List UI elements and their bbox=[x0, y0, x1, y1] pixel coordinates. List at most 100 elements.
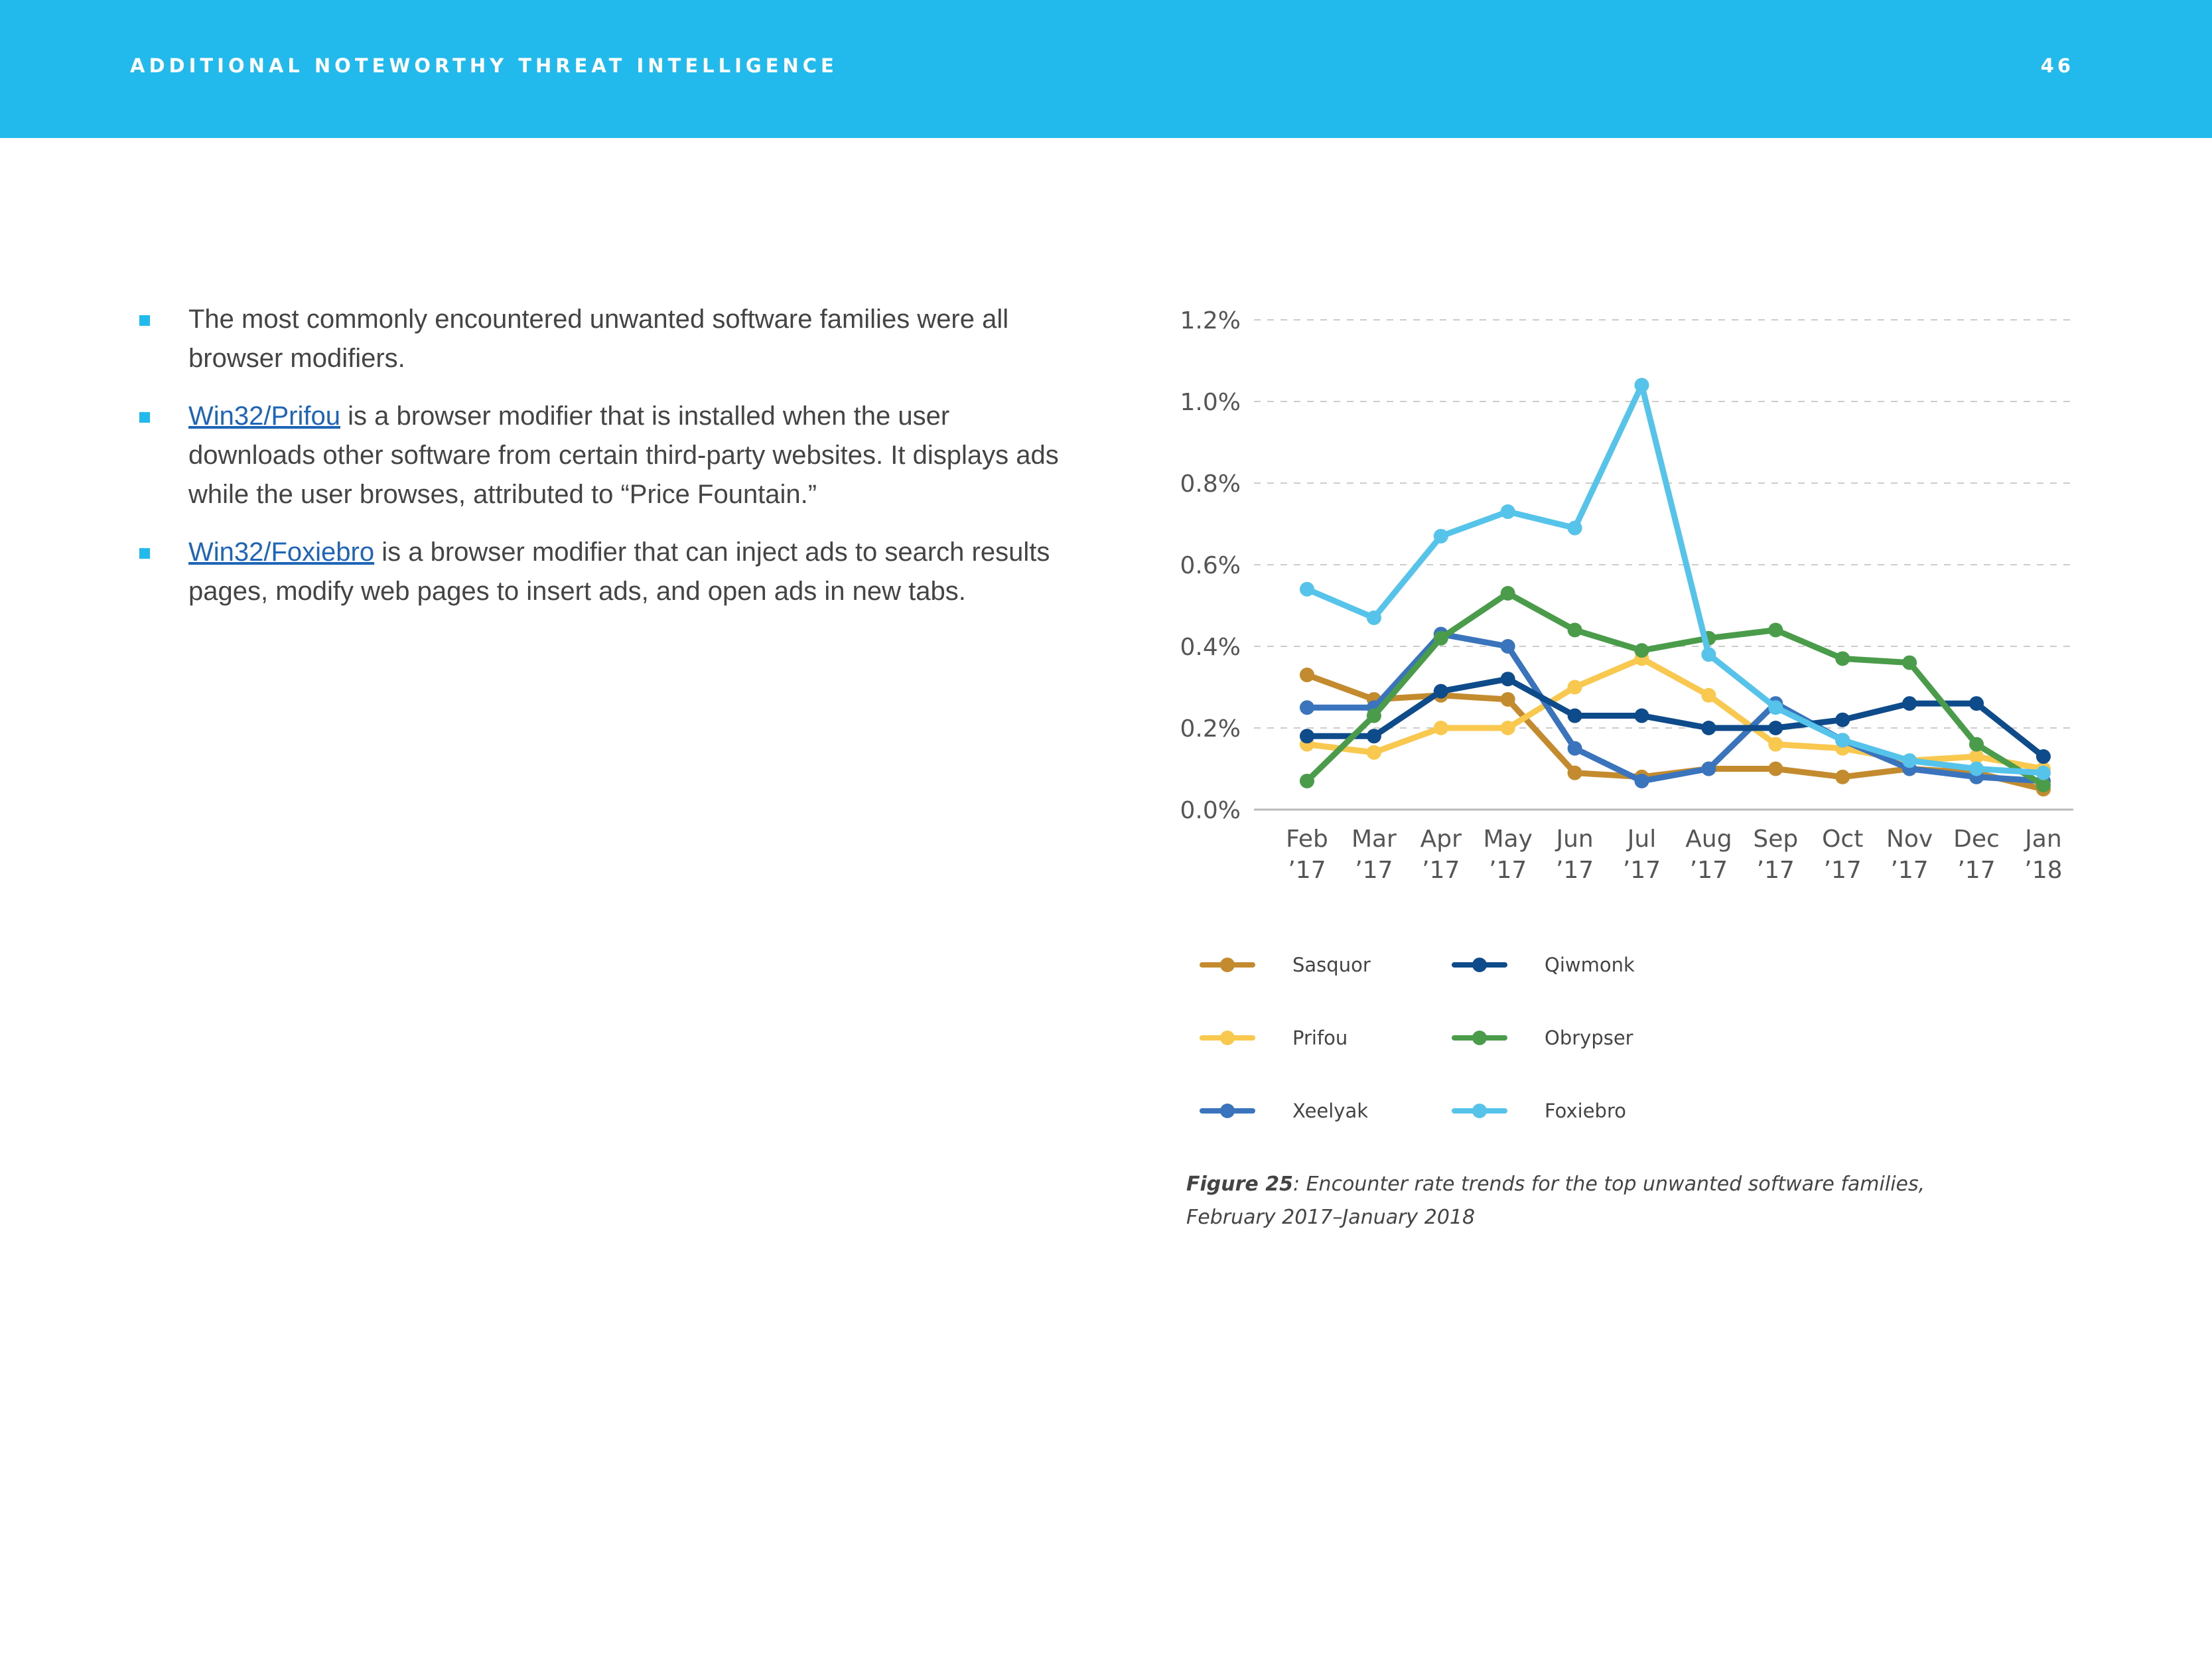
series-line-qiwmonk bbox=[1304, 676, 2047, 760]
data-point-qiwmonk bbox=[1902, 696, 1917, 711]
y-tick-label: 0.4% bbox=[1180, 634, 1241, 661]
legend-swatch-dot bbox=[1220, 1104, 1235, 1118]
prifou-link[interactable]: Win32/Prifou bbox=[188, 401, 340, 431]
legend-label: Prifou bbox=[1292, 1027, 1348, 1049]
y-tick-label: 0.0% bbox=[1180, 797, 1241, 824]
data-point-qiwmonk bbox=[1768, 721, 1783, 735]
legend-swatch-dot bbox=[1472, 1104, 1487, 1118]
foxiebro-link[interactable]: Win32/Foxiebro bbox=[188, 538, 375, 567]
x-tick-year-label: ’17 bbox=[1757, 857, 1795, 884]
x-tick-year-label: ’17 bbox=[1422, 857, 1460, 884]
data-point-obrypser bbox=[1768, 622, 1783, 638]
data-point-foxiebro bbox=[1634, 378, 1649, 393]
figure-caption-text: : Encounter rate trends for the top unwa… bbox=[1186, 1173, 1925, 1229]
x-tick-year-label: ’17 bbox=[1556, 857, 1594, 884]
x-tick-label: Dec bbox=[1953, 826, 2000, 853]
header-bar: ADDITIONAL NOTEWORTHY THREAT INTELLIGENC… bbox=[0, 0, 2212, 138]
data-point-foxiebro bbox=[1500, 504, 1515, 520]
data-point-obrypser bbox=[1433, 630, 1448, 646]
bullet-square-icon bbox=[139, 412, 150, 423]
data-point-prifou bbox=[1701, 687, 1716, 703]
data-point-qiwmonk bbox=[1366, 729, 1381, 744]
data-point-prifou bbox=[1433, 721, 1448, 735]
bullet-item: Win32/Prifou is a browser modifier that … bbox=[133, 397, 1062, 514]
x-tick-year-label: ’17 bbox=[1623, 857, 1661, 884]
page-number: 46 bbox=[2040, 54, 2074, 77]
y-tick-label: 0.2% bbox=[1180, 715, 1241, 743]
legend-label: Sasquor bbox=[1292, 954, 1371, 976]
x-tick-label: Nov bbox=[1886, 826, 1933, 853]
data-point-prifou bbox=[1567, 680, 1582, 695]
legend-label: Xeelyak bbox=[1292, 1100, 1368, 1122]
series-line-prifou bbox=[1304, 655, 2047, 772]
x-tick-year-label: ’17 bbox=[1890, 857, 1928, 884]
data-point-xeelyak bbox=[1634, 773, 1649, 788]
x-tick-label: May bbox=[1483, 826, 1532, 853]
x-tick-year-label: ’17 bbox=[1288, 857, 1326, 884]
section-title: ADDITIONAL NOTEWORTHY THREAT INTELLIGENC… bbox=[130, 54, 838, 77]
data-point-qiwmonk bbox=[1300, 729, 1314, 744]
bullet-item: Win32/Foxiebro is a browser modifier tha… bbox=[133, 533, 1062, 611]
legend-swatch-dot bbox=[1472, 1031, 1487, 1045]
x-tick-label: Mar bbox=[1351, 826, 1397, 853]
encounter-rate-line-chart: 0.0% 0.2% 0.4% 0.6% 0.8% 1.0% 1.2% Feb ’17 Mar ’17… bbox=[1180, 307, 2073, 1122]
data-point-obrypser bbox=[1902, 655, 1917, 670]
data-point-prifou bbox=[1366, 745, 1381, 760]
data-point-foxiebro bbox=[1433, 528, 1448, 543]
y-tick-label: 0.8% bbox=[1180, 470, 1241, 498]
data-point-qiwmonk bbox=[2036, 749, 2051, 764]
y-tick-label: 0.6% bbox=[1180, 552, 1241, 579]
data-point-foxiebro bbox=[1768, 700, 1783, 715]
data-point-qiwmonk bbox=[1634, 708, 1649, 723]
data-point-foxiebro bbox=[1835, 733, 1850, 748]
x-tick-year-label: ’18 bbox=[2024, 857, 2062, 884]
data-point-qiwmonk bbox=[1701, 721, 1716, 735]
x-tick-year-label: ’17 bbox=[1957, 857, 1995, 884]
series-line-foxiebro bbox=[1304, 382, 2047, 776]
x-tick-label: Apr bbox=[1420, 826, 1462, 853]
x-tick-year-label: ’17 bbox=[1690, 857, 1728, 884]
x-tick-label: Jul bbox=[1626, 826, 1656, 853]
data-point-foxiebro bbox=[1902, 753, 1917, 768]
data-point-qiwmonk bbox=[1969, 696, 1984, 711]
data-point-sasquor bbox=[1300, 668, 1314, 683]
x-tick-label: Feb bbox=[1286, 826, 1328, 853]
series-line-obrypser bbox=[1304, 590, 2047, 788]
bullet-item: The most commonly encountered unwanted s… bbox=[133, 300, 1062, 378]
data-point-prifou bbox=[1969, 749, 1984, 764]
x-tick-label: Jun bbox=[1555, 826, 1593, 853]
y-tick-label: 1.0% bbox=[1180, 389, 1241, 416]
data-point-qiwmonk bbox=[1500, 672, 1515, 687]
legend-swatch-dot bbox=[1472, 958, 1487, 972]
data-point-obrypser bbox=[1835, 651, 1850, 666]
bullet-text: is a browser modifier that is installed … bbox=[188, 401, 1059, 509]
bullet-text: is a browser modifier that can inject ad… bbox=[188, 538, 1050, 606]
data-point-obrypser bbox=[2036, 778, 2051, 793]
data-point-sasquor bbox=[1835, 769, 1850, 784]
bullet-square-icon bbox=[139, 548, 150, 559]
data-point-xeelyak bbox=[1300, 700, 1314, 715]
data-point-qiwmonk bbox=[1567, 708, 1582, 723]
figure-label: Figure 25 bbox=[1186, 1173, 1293, 1196]
data-point-xeelyak bbox=[1701, 761, 1716, 776]
bullet-list: The most commonly encountered unwanted s… bbox=[133, 300, 1062, 630]
data-point-qiwmonk bbox=[1835, 712, 1850, 727]
bullet-text: The most commonly encountered unwanted s… bbox=[188, 305, 1009, 373]
legend-swatch-dot bbox=[1220, 958, 1235, 972]
figure-caption: Figure 25: Encounter rate trends for the… bbox=[1186, 1168, 1982, 1234]
data-point-xeelyak bbox=[1567, 741, 1582, 756]
data-point-obrypser bbox=[1634, 643, 1649, 658]
data-point-prifou bbox=[1768, 737, 1783, 752]
data-point-obrypser bbox=[1300, 773, 1314, 788]
data-point-obrypser bbox=[1969, 737, 1984, 752]
bullet-square-icon bbox=[139, 315, 150, 326]
legend-label: Obrypser bbox=[1545, 1027, 1633, 1049]
data-point-foxiebro bbox=[1567, 520, 1582, 536]
x-tick-year-label: ’17 bbox=[1355, 857, 1393, 884]
data-point-sasquor bbox=[1500, 691, 1515, 707]
y-tick-label: 1.2% bbox=[1180, 307, 1241, 334]
x-tick-label: Jan bbox=[2024, 826, 2062, 853]
data-point-foxiebro bbox=[2036, 765, 2051, 780]
data-point-foxiebro bbox=[1300, 581, 1314, 597]
data-point-prifou bbox=[1500, 721, 1515, 735]
